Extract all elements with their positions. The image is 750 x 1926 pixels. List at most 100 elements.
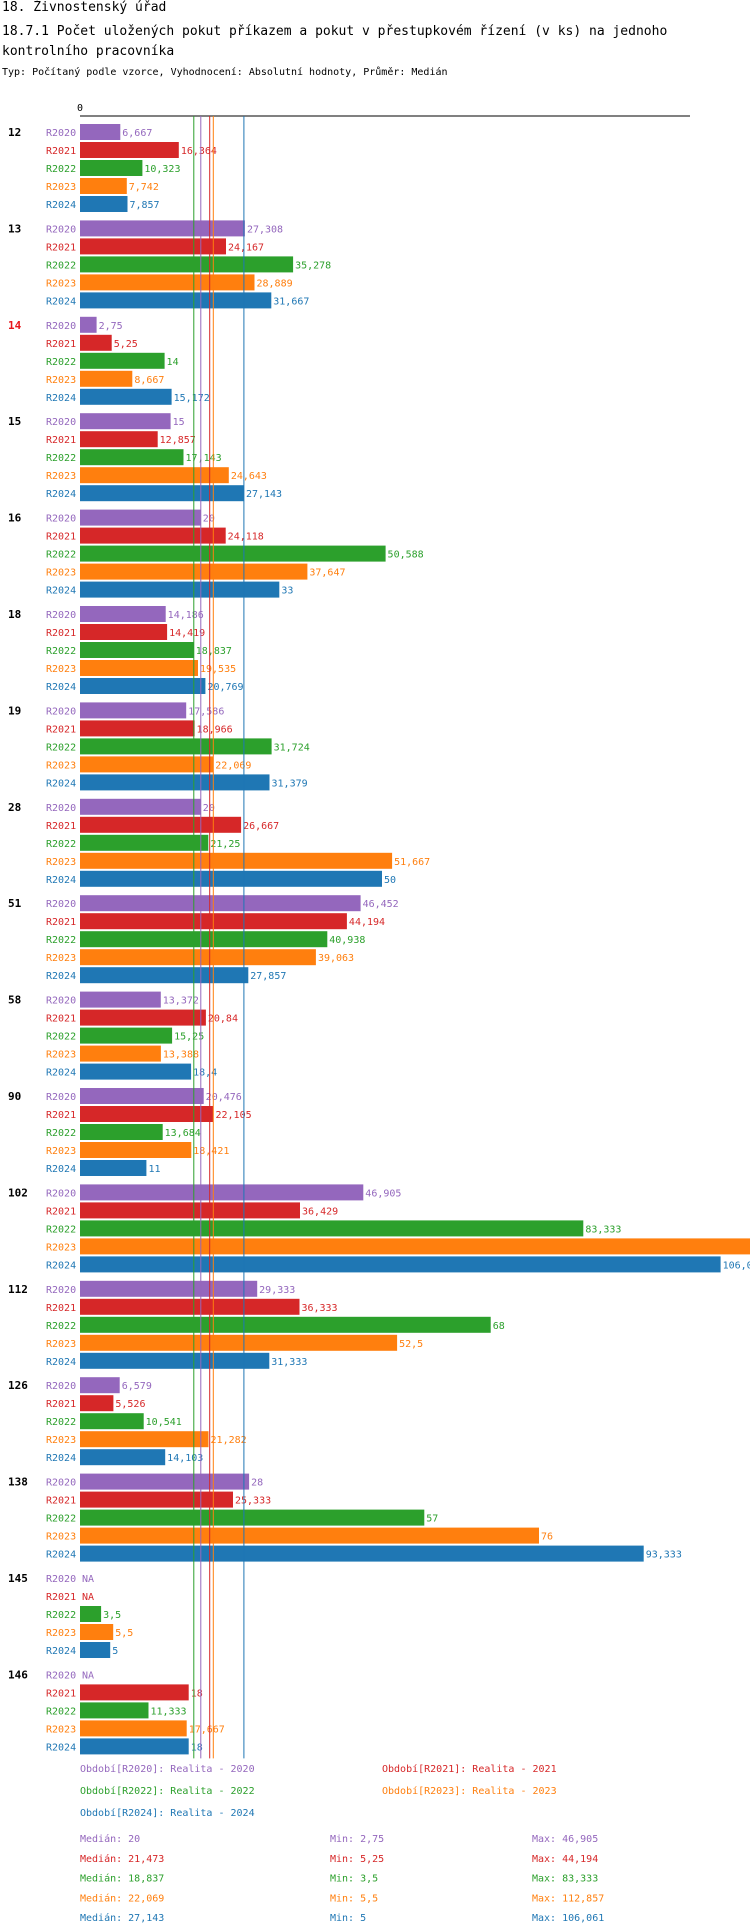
bar-138-R2023 bbox=[80, 1527, 539, 1544]
bar-12-R2024 bbox=[80, 196, 128, 212]
bar-112-R2024 bbox=[80, 1352, 270, 1369]
series-label-R2023: R2023 bbox=[46, 1724, 76, 1735]
series-label-R2022: R2022 bbox=[46, 453, 76, 464]
data-label-90-R2022: 13,684 bbox=[165, 1128, 201, 1139]
data-label-19-R2020: 17,586 bbox=[188, 706, 224, 717]
bar-58-R2020 bbox=[80, 991, 161, 1008]
series-label-R2023: R2023 bbox=[46, 1050, 76, 1061]
bar-14-R2022 bbox=[80, 352, 165, 369]
series-label-R2022: R2022 bbox=[46, 357, 76, 368]
data-label-58-R2024: 18,4 bbox=[193, 1068, 217, 1079]
series-label-R2020: R2020 bbox=[46, 128, 76, 139]
bar-138-R2024 bbox=[80, 1545, 644, 1562]
data-label-126-R2020: 6,579 bbox=[122, 1381, 152, 1392]
bar-28-R2024 bbox=[80, 870, 382, 887]
group-label-28: 28 bbox=[8, 801, 21, 814]
group-label-90: 90 bbox=[8, 1090, 21, 1103]
series-label-R2020: R2020 bbox=[46, 996, 76, 1007]
series-label-R2023: R2023 bbox=[46, 278, 76, 289]
bar-18-R2023 bbox=[80, 660, 198, 676]
group-label-15: 15 bbox=[8, 415, 21, 428]
data-label-51-R2020: 46,452 bbox=[363, 899, 399, 910]
data-label-58-R2022: 15,25 bbox=[174, 1032, 204, 1043]
bar-146-R2022 bbox=[80, 1702, 149, 1719]
data-label-13-R2022: 35,278 bbox=[295, 260, 331, 271]
data-label-138-R2024: 93,333 bbox=[646, 1550, 682, 1561]
series-label-R2022: R2022 bbox=[46, 260, 76, 271]
bar-126-R2023 bbox=[80, 1431, 209, 1448]
data-label-145-R2020: NA bbox=[82, 1574, 94, 1585]
series-label-R2024: R2024 bbox=[46, 1068, 76, 1079]
data-label-14-R2022: 14 bbox=[167, 357, 179, 368]
group-label-146: 146 bbox=[8, 1668, 28, 1681]
bar-16-R2022 bbox=[80, 545, 386, 562]
data-label-15-R2023: 24,643 bbox=[231, 471, 267, 482]
bar-51-R2023 bbox=[80, 949, 316, 966]
bar-146-R2024 bbox=[80, 1738, 189, 1755]
data-label-58-R2020: 13,372 bbox=[163, 996, 199, 1007]
series-label-R2021: R2021 bbox=[46, 1110, 76, 1121]
series-label-R2021: R2021 bbox=[46, 1206, 76, 1217]
data-label-12-R2021: 16,364 bbox=[181, 146, 217, 157]
data-label-112-R2020: 29,333 bbox=[259, 1285, 295, 1296]
series-label-R2023: R2023 bbox=[46, 1532, 76, 1543]
data-label-18-R2020: 14,186 bbox=[168, 610, 204, 621]
data-label-18-R2023: 19,535 bbox=[200, 664, 236, 675]
bar-145-R2023 bbox=[80, 1624, 114, 1640]
bar-18-R2024 bbox=[80, 678, 206, 694]
bar-19-R2020 bbox=[80, 702, 187, 719]
bar-13-R2020 bbox=[80, 220, 245, 237]
bar-138-R2021 bbox=[80, 1491, 233, 1508]
legend-min-R2024: Min: 5 bbox=[330, 1913, 366, 1924]
data-label-15-R2022: 17,143 bbox=[186, 453, 222, 464]
data-label-14-R2023: 8,667 bbox=[134, 375, 164, 386]
group-label-145: 145 bbox=[8, 1572, 28, 1585]
series-label-R2021: R2021 bbox=[46, 1592, 76, 1603]
series-label-R2021: R2021 bbox=[46, 146, 76, 157]
legend-min-R2020: Min: 2,75 bbox=[330, 1834, 384, 1845]
data-label-13-R2024: 31,667 bbox=[273, 296, 309, 307]
series-label-R2020: R2020 bbox=[46, 610, 76, 621]
series-label-R2022: R2022 bbox=[46, 1514, 76, 1525]
data-label-19-R2023: 22,069 bbox=[215, 760, 251, 771]
series-label-R2020: R2020 bbox=[46, 1670, 76, 1681]
series-label-R2023: R2023 bbox=[46, 760, 76, 771]
data-label-18-R2021: 14,419 bbox=[169, 628, 205, 639]
series-label-R2020: R2020 bbox=[46, 1188, 76, 1199]
chart-title: 18.7.1 Počet uložených pokut příkazem a … bbox=[2, 24, 668, 59]
bar-14-R2024 bbox=[80, 388, 172, 405]
bar-15-R2024 bbox=[80, 485, 244, 502]
data-label-19-R2022: 31,724 bbox=[274, 742, 310, 753]
series-label-R2020: R2020 bbox=[46, 706, 76, 717]
data-label-58-R2021: 20,84 bbox=[208, 1014, 238, 1025]
bar-112-R2023 bbox=[80, 1334, 398, 1351]
data-label-126-R2022: 10,541 bbox=[146, 1417, 182, 1428]
data-label-146-R2020: NA bbox=[82, 1670, 94, 1681]
series-label-R2020: R2020 bbox=[46, 899, 76, 910]
bar-14-R2023 bbox=[80, 370, 133, 387]
data-label-146-R2021: 18 bbox=[191, 1688, 203, 1699]
legend-median-R2021: Medián: 21,473 bbox=[80, 1853, 164, 1865]
bar-112-R2022 bbox=[80, 1316, 491, 1333]
series-label-R2020: R2020 bbox=[46, 1574, 76, 1585]
bar-58-R2024 bbox=[80, 1063, 192, 1080]
legend-period-R2021: Období[R2021]: Realita - 2021 bbox=[382, 1763, 557, 1775]
bar-90-R2020 bbox=[80, 1088, 204, 1104]
group-label-13: 13 bbox=[8, 222, 21, 235]
group-label-58: 58 bbox=[8, 994, 21, 1007]
series-label-R2022: R2022 bbox=[46, 1321, 76, 1332]
data-label-102-R2022: 83,333 bbox=[585, 1224, 621, 1235]
series-label-R2022: R2022 bbox=[46, 1032, 76, 1043]
group-label-102: 102 bbox=[8, 1186, 28, 1199]
bar-28-R2020 bbox=[80, 798, 201, 815]
data-label-51-R2021: 44,194 bbox=[349, 917, 385, 928]
bar-19-R2024 bbox=[80, 774, 270, 791]
data-label-15-R2021: 12,857 bbox=[160, 435, 196, 446]
bar-90-R2022 bbox=[80, 1124, 163, 1140]
series-label-R2024: R2024 bbox=[46, 200, 76, 211]
data-label-126-R2021: 5,526 bbox=[115, 1399, 145, 1410]
group-label-51: 51 bbox=[8, 897, 22, 910]
data-label-16-R2024: 33 bbox=[281, 586, 293, 597]
series-label-R2021: R2021 bbox=[46, 917, 76, 928]
bar-51-R2020 bbox=[80, 895, 361, 912]
